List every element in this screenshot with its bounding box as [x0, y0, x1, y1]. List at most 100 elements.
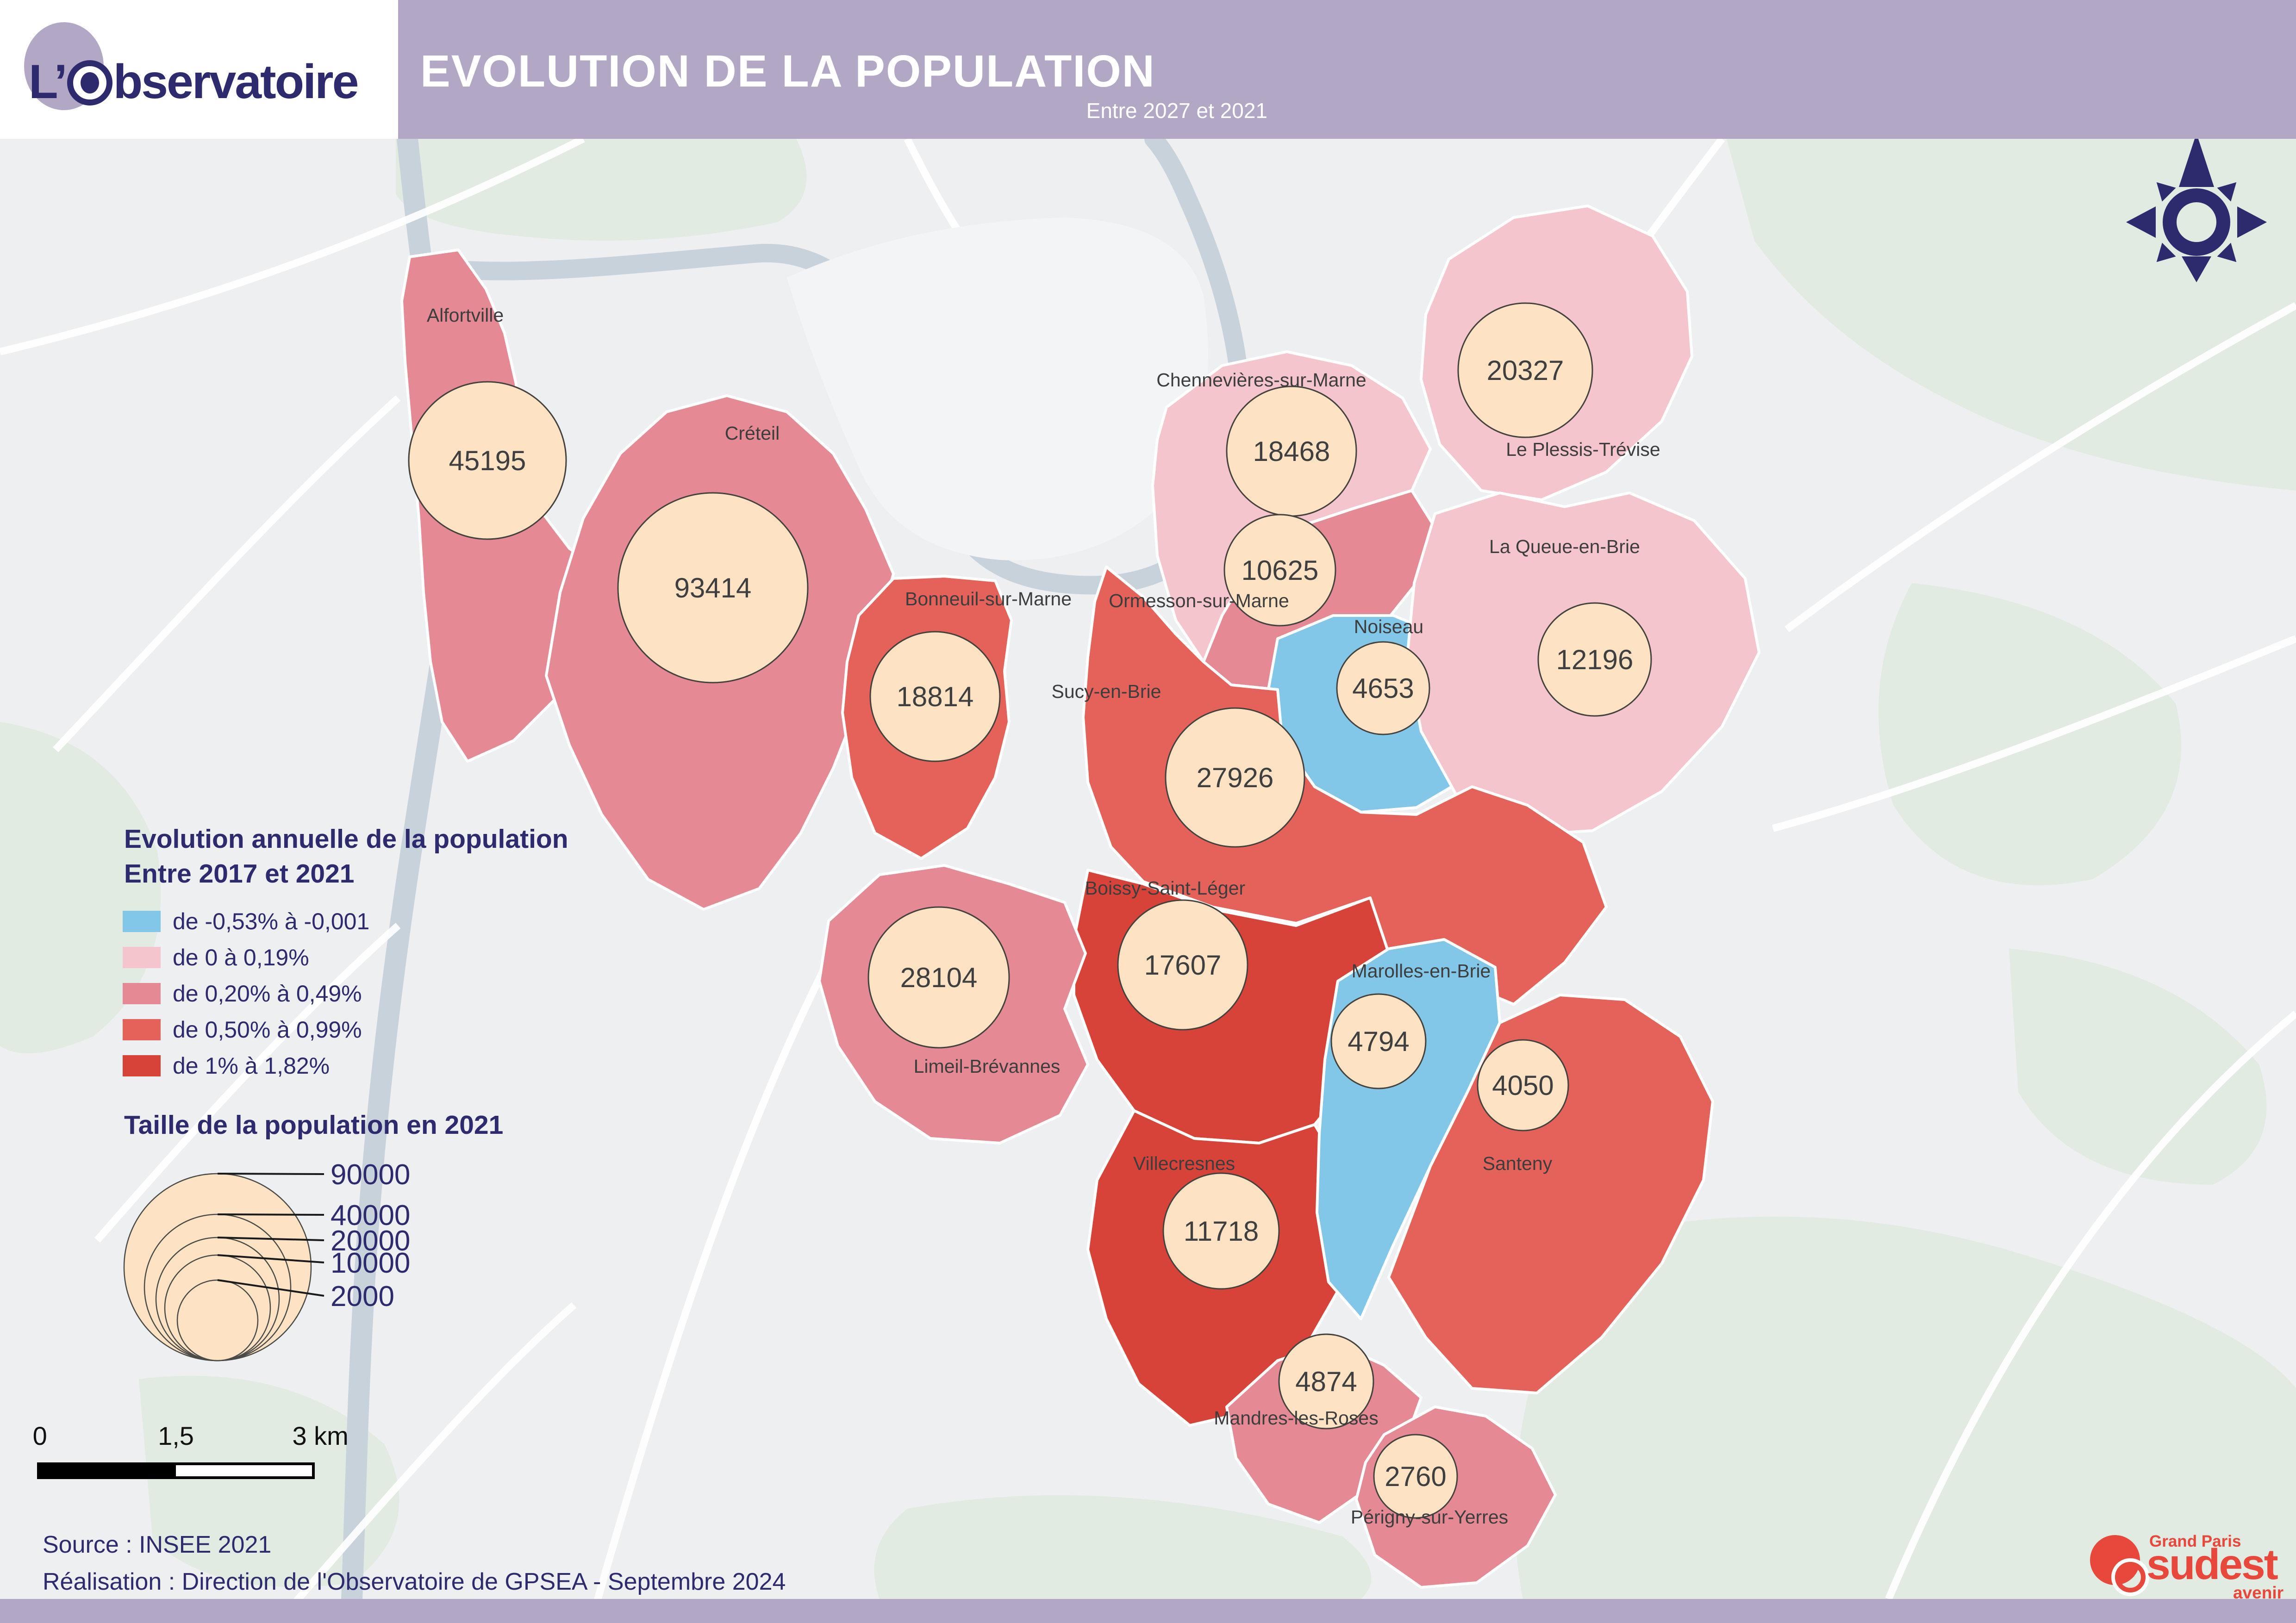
- population-value-creteil: 93414: [674, 572, 752, 603]
- gpsea-logo-sub-text: avenir: [2233, 1583, 2284, 1602]
- commune-label-boissy-saint-leger: Boissy-Saint-Léger: [1085, 877, 1245, 899]
- population-value-villecresnes: 11718: [1184, 1216, 1259, 1247]
- size-legend-circle-2000: [176, 1279, 259, 1362]
- gpsea-logo-ring-icon: [2115, 1562, 2146, 1592]
- evolution-legend-row-1: de 0 à 0,19%: [123, 939, 369, 976]
- commune-labels-layer: Alfortville Créteil Bonneuil-sur-Marne Chen…: [427, 305, 1660, 1528]
- evolution-legend-row-2: de 0,20% à 0,49%: [123, 976, 369, 1012]
- evolution-legend-title-line2: Entre 2017 et 2021: [124, 859, 355, 889]
- size-legend-value-20000: 20000: [331, 1225, 410, 1257]
- population-bubble-noiseau: [1336, 641, 1430, 735]
- scalebar-label-mid: 1,5: [158, 1421, 194, 1450]
- population-value-chennevieres: 18468: [1253, 436, 1330, 467]
- population-value-sucy-en-brie: 27926: [1197, 762, 1274, 793]
- size-legend-line-20000: [217, 1237, 324, 1241]
- population-value-mandres-les-roses: 4874: [1295, 1366, 1357, 1397]
- evolution-legend-row-4: de 1% à 1,82%: [123, 1048, 369, 1084]
- commune-label-le-plessis-trevise: Le Plessis-Trévise: [1506, 439, 1660, 460]
- observatoire-logo: L’ bservatoire: [0, 0, 398, 139]
- population-bubble-santeny: [1477, 1039, 1569, 1132]
- population-bubble-ormesson: [1223, 514, 1336, 627]
- evolution-legend-swatch-4: [123, 1055, 161, 1076]
- scalebar: [37, 1462, 315, 1479]
- evolution-legend-row-3: de 0,50% à 0,99%: [123, 1012, 369, 1048]
- size-legend-title: Taille de la population en 2021: [124, 1110, 504, 1140]
- evolution-legend-swatch-1: [123, 947, 161, 968]
- page-subtitle: Entre 2027 et 2021: [1086, 99, 1267, 123]
- population-bubble-limeil-brevannes: [867, 906, 1010, 1049]
- basemap-roads: [0, 135, 2296, 1604]
- evolution-legend-label-3: de 0,50% à 0,99%: [173, 1017, 362, 1043]
- population-value-bonneuil-sur-marne: 18814: [897, 681, 974, 712]
- gpsea-logo-top-text: Grand Paris: [2149, 1532, 2241, 1550]
- population-value-le-plessis-trevise: 20327: [1487, 355, 1564, 386]
- commune-label-alfortville: Alfortville: [427, 305, 504, 326]
- population-bubble-le-plessis-trevise: [1457, 302, 1593, 438]
- commune-label-villecresnes: Villecresnes: [1133, 1153, 1235, 1174]
- evolution-legend-swatch-2: [123, 983, 161, 1004]
- evolution-legend-label-0: de -0,53% à -0,001: [173, 908, 370, 934]
- commune-label-mandres-les-roses: Mandres-les-Roses: [1214, 1407, 1378, 1429]
- scalebar-label-0: 0: [32, 1421, 47, 1450]
- header-band: EVOLUTION DE LA POPULATION Entre 2027 et…: [398, 0, 2296, 139]
- logo-text-prefix: L’: [29, 55, 68, 109]
- population-value-perigny-sur-yerres: 2760: [1385, 1461, 1446, 1492]
- page-title: EVOLUTION DE LA POPULATION: [420, 46, 1155, 96]
- commune-label-la-queue-en-brie: La Queue-en-Brie: [1489, 536, 1640, 557]
- commune-label-sucy-en-brie: Sucy-en-Brie: [1052, 681, 1161, 702]
- evolution-legend-label-2: de 0,20% à 0,49%: [173, 981, 362, 1007]
- logo-o-icon: [67, 60, 112, 106]
- size-legend-line-40000: [217, 1213, 324, 1216]
- population-value-alfortville: 45195: [449, 445, 526, 476]
- commune-values-layer: 45195 93414 18814 18468 10625 4653 20327 12196 2…: [449, 355, 1634, 1492]
- population-value-ormesson: 10625: [1242, 555, 1319, 586]
- gpsea-logo-main-text: sudest: [2146, 1540, 2278, 1588]
- commune-label-ormesson: Ormesson-sur-Marne: [1109, 590, 1289, 611]
- observatoire-logo-text: L’ bservatoire: [29, 55, 359, 110]
- basemap-urban-patch: [787, 218, 1208, 560]
- commune-label-marolles-en-brie: Marolles-en-Brie: [1352, 960, 1491, 982]
- size-legend-value-10000: 10000: [331, 1247, 410, 1279]
- commune-label-bonneuil-sur-marne: Bonneuil-sur-Marne: [905, 588, 1072, 609]
- commune-region-santeny: [1387, 994, 1714, 1394]
- population-bubble-alfortville: [408, 381, 567, 540]
- compass-icon: [2126, 133, 2267, 282]
- evolution-legend-swatch-3: [123, 1019, 161, 1040]
- evolution-legend-title-line1: Evolution annuelle de la population: [124, 824, 568, 854]
- size-legend-value-2000: 2000: [331, 1281, 394, 1312]
- commune-region-sucy-en-brie: [1082, 566, 1608, 1006]
- population-value-boissy-saint-leger: 17607: [1144, 950, 1222, 981]
- population-bubble-bonneuil-sur-marne: [869, 631, 1001, 762]
- population-bubble-sucy-en-brie: [1165, 707, 1305, 848]
- size-legend-line-10000: [217, 1254, 324, 1263]
- commune-label-chennevieres: Chennevières-sur-Marne: [1156, 369, 1366, 391]
- population-bubble-mandres-les-roses: [1278, 1333, 1374, 1430]
- population-value-santeny: 4050: [1492, 1070, 1554, 1101]
- commune-label-noiseau: Noiseau: [1354, 616, 1423, 637]
- population-bubble-la-queue-en-brie: [1537, 602, 1652, 717]
- population-value-marolles-en-brie: 4794: [1348, 1026, 1409, 1057]
- population-bubble-marolles-en-brie: [1330, 993, 1427, 1089]
- source-line1: Source : INSEE 2021: [43, 1531, 272, 1558]
- commune-label-creteil: Créteil: [725, 423, 780, 444]
- gpsea-logo: Grand Paris sudest avenir: [2085, 1516, 2289, 1602]
- population-bubble-perigny-sur-yerres: [1373, 1434, 1458, 1519]
- size-legend-value-40000: 40000: [331, 1200, 410, 1231]
- evolution-legend-row-0: de -0,53% à -0,001: [123, 903, 369, 939]
- size-legend-value-90000: 90000: [331, 1159, 410, 1191]
- population-bubble-creteil: [617, 492, 809, 684]
- header: EVOLUTION DE LA POPULATION Entre 2027 et…: [0, 0, 2296, 139]
- commune-label-santeny: Santeny: [1483, 1153, 1553, 1174]
- evolution-legend-rows: de -0,53% à -0,001 de 0 à 0,19% de 0,20% à…: [123, 903, 369, 1084]
- footer-strip: [0, 1599, 2296, 1623]
- evolution-legend-label-1: de 0 à 0,19%: [173, 945, 309, 970]
- size-legend-line-2000: [217, 1279, 324, 1297]
- commune-bubbles-layer: [408, 302, 1652, 1519]
- commune-label-perigny-sur-yerres: Périgny-sur-Yerres: [1351, 1506, 1508, 1528]
- evolution-legend-label-4: de 1% à 1,82%: [173, 1053, 330, 1079]
- population-value-limeil-brevannes: 28104: [900, 962, 978, 993]
- evolution-legend-swatch-0: [123, 911, 161, 932]
